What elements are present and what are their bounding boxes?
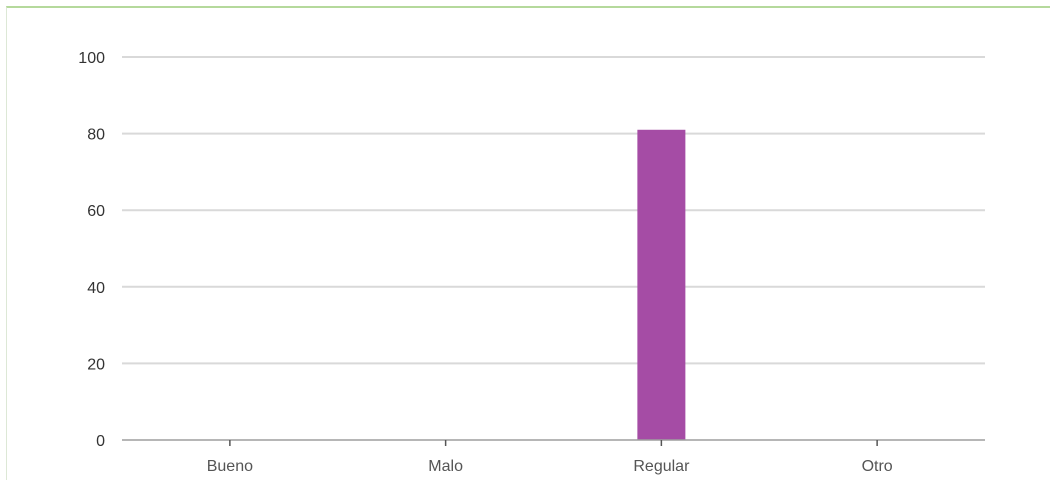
- x-tick-label-otro: Otro: [862, 458, 893, 475]
- gridlines: [122, 56, 985, 365]
- y-tick-label: 0: [96, 433, 105, 450]
- y-tick-label: 100: [78, 50, 105, 67]
- y-tick-label: 60: [87, 203, 105, 220]
- y-tick-label: 80: [87, 127, 105, 144]
- y-tick-label: 20: [87, 356, 105, 373]
- y-tick-label: 40: [87, 280, 105, 297]
- x-tick-label-bueno: Bueno: [207, 458, 253, 475]
- y-axis-ticks: 0 20 40 60 80 100: [78, 50, 105, 450]
- x-tick-label-regular: Regular: [633, 458, 690, 475]
- bars: [637, 129, 686, 440]
- x-axis-ticks: Bueno Malo Regular Otro: [207, 440, 893, 475]
- bar-regular: [637, 129, 686, 440]
- chart-panel: [6, 6, 1050, 480]
- x-tick-label-malo: Malo: [428, 458, 463, 475]
